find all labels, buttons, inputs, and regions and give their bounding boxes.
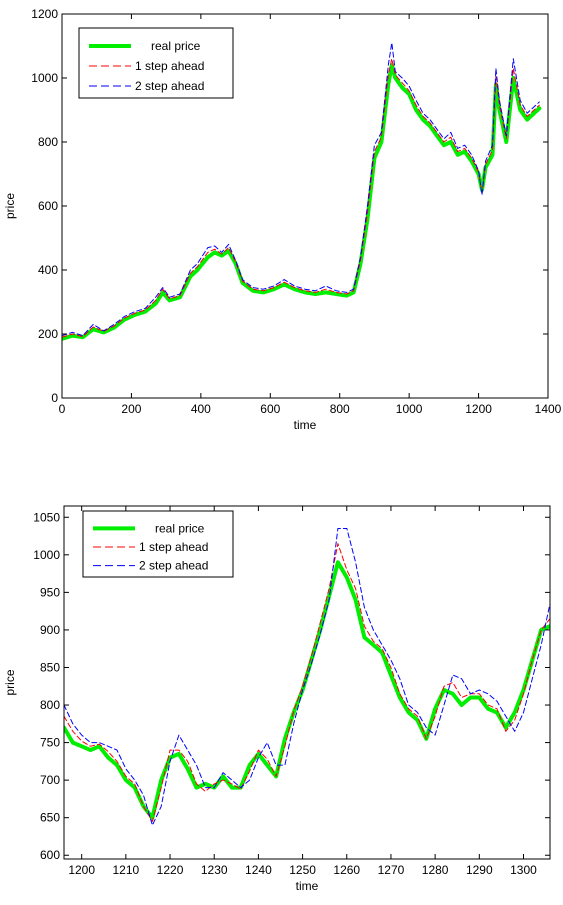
series-2-step-ahead <box>62 42 540 337</box>
x-tick-label: 1280 <box>422 863 449 877</box>
series-2-step-ahead <box>64 528 550 826</box>
x-tick-label: 1230 <box>201 863 228 877</box>
axes-box <box>63 505 551 860</box>
y-tick-label: 1000 <box>31 71 58 85</box>
y-tick-label: 700 <box>40 773 60 787</box>
y-tick-label: 1000 <box>33 548 60 562</box>
x-tick-label: 1270 <box>378 863 405 877</box>
x-tick-label: 800 <box>330 402 350 416</box>
x-tick-label: 1220 <box>157 863 184 877</box>
legend-label: 2 step ahead <box>135 79 204 93</box>
x-tick-label: 1300 <box>510 863 537 877</box>
y-tick-label: 900 <box>40 623 60 637</box>
legend-label: real price <box>155 521 205 535</box>
legend-label: 2 step ahead <box>139 559 208 573</box>
top-chart: 0 200 400 600 800 1000 1200 1400 0 200 400 600 800 10… <box>3 7 562 432</box>
y-axis-label: price <box>3 193 17 219</box>
x-tick-label: 1260 <box>333 863 360 877</box>
y-tick-label: 0 <box>51 391 58 405</box>
x-tick-label: 600 <box>260 402 280 416</box>
x-tick-label: 200 <box>121 402 141 416</box>
y-tick-label: 200 <box>38 327 58 341</box>
y-tick-label: 800 <box>40 698 60 712</box>
y-tick-label: 400 <box>38 263 58 277</box>
y-tick-label: 950 <box>40 585 60 599</box>
x-tick-label: 1250 <box>289 863 316 877</box>
y-axis-label: price <box>3 669 17 695</box>
y-tick-label: 800 <box>38 135 58 149</box>
x-tick-label: 1400 <box>535 402 562 416</box>
x-tick-label: 1000 <box>396 402 423 416</box>
x-tick-label: 1290 <box>466 863 493 877</box>
series-1-step-ahead <box>64 543 550 822</box>
y-tick-label: 1050 <box>33 510 60 524</box>
y-tick-label: 650 <box>40 811 60 825</box>
y-tick-label: 600 <box>40 848 60 862</box>
x-tick-label: 0 <box>59 402 66 416</box>
legend-label: real price <box>151 39 201 53</box>
x-tick-label: 1210 <box>113 863 140 877</box>
y-tick-label: 600 <box>38 199 58 213</box>
legend-label: 1 step ahead <box>139 540 208 554</box>
y-tick-label: 750 <box>40 736 60 750</box>
x-tick-label: 400 <box>191 402 211 416</box>
series-1-step-ahead <box>62 58 540 338</box>
legend: real price 1 step ahead 2 step ahead <box>78 27 234 99</box>
x-axis-label: time <box>296 879 319 893</box>
y-tick-label: 850 <box>40 660 60 674</box>
x-tick-label: 1240 <box>245 863 272 877</box>
bottom-chart: 1200 1210 1220 1230 1240 1250 1260 1270 1280 1290… <box>3 505 551 893</box>
x-axis-label: time <box>294 418 317 432</box>
x-tick-label: 1200 <box>68 863 95 877</box>
x-tick-label: 1200 <box>465 402 492 416</box>
legend-label: 1 step ahead <box>135 59 204 73</box>
y-tick-label: 1200 <box>31 7 58 21</box>
legend: real price 1 step ahead 2 step ahead <box>82 510 234 578</box>
